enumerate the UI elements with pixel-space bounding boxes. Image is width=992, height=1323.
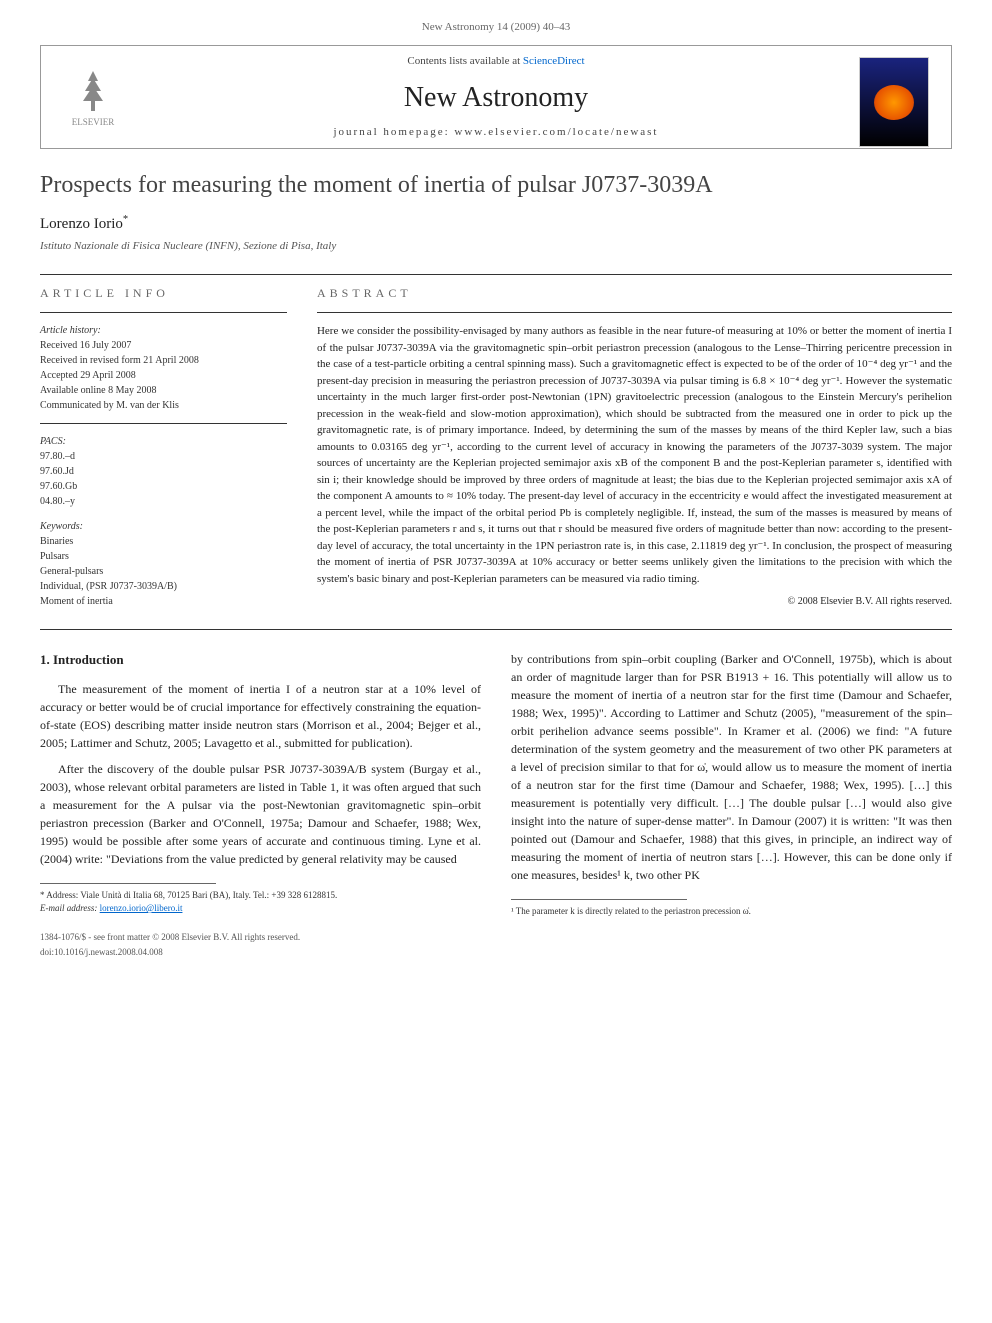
pacs-block: PACS: 97.80.–d 97.60.Jd 97.60.Gb 04.80.–… [40,434,287,509]
abstract-text: Here we consider the possibility-envisag… [317,323,952,587]
article-info-column: ARTICLE INFO Article history: Received 1… [40,285,287,609]
abstract-copyright: © 2008 Elsevier B.V. All rights reserved… [317,595,952,609]
divider [317,312,952,313]
body-paragraph: The measurement of the moment of inertia… [40,680,481,752]
pacs-item: 04.80.–y [40,494,287,509]
journal-title: New Astronomy [133,78,859,117]
divider [40,274,952,275]
history-item: Available online 8 May 2008 [40,383,287,398]
pacs-heading: PACS: [40,434,287,449]
keyword-item: General-pulsars [40,564,287,579]
email-footnote: E-mail address: lorenzo.iorio@libero.it [40,902,481,916]
keywords-block: Keywords: Binaries Pulsars General-pulsa… [40,519,287,609]
divider [40,312,287,313]
email-link[interactable]: lorenzo.iorio@libero.it [100,903,183,913]
history-item: Received 16 July 2007 [40,338,287,353]
history-item: Accepted 29 April 2008 [40,368,287,383]
pacs-item: 97.60.Gb [40,479,287,494]
author-marker: * [123,214,128,225]
sciencedirect-link[interactable]: ScienceDirect [523,55,585,67]
article-title: Prospects for measuring the moment of in… [40,169,952,203]
pacs-item: 97.80.–d [40,449,287,464]
elsevier-tree-icon [73,66,113,116]
body-columns: 1. Introduction The measurement of the m… [40,650,952,960]
running-head: New Astronomy 14 (2009) 40–43 [40,20,952,35]
keyword-item: Individual, (PSR J0737-3039A/B) [40,579,287,594]
contents-line: Contents lists available at ScienceDirec… [133,54,859,69]
footnote-separator [40,883,216,884]
author-name: Lorenzo Iorio* [40,213,952,235]
keywords-heading: Keywords: [40,519,287,534]
keyword-item: Binaries [40,534,287,549]
journal-homepage: journal homepage: www.elsevier.com/locat… [133,125,859,140]
divider [40,423,287,424]
footnote-separator [511,899,687,900]
body-paragraph: After the discovery of the double pulsar… [40,760,481,868]
info-abstract-row: ARTICLE INFO Article history: Received 1… [40,285,952,609]
footnote-1: ¹ The parameter k is directly related to… [511,905,952,919]
corresponding-author-footnote: * Address: Viale Unità di Italia 68, 701… [40,889,481,903]
doi-line: doi:10.1016/j.newast.2008.04.008 [40,946,481,960]
email-label: E-mail address: [40,903,100,913]
issn-line: 1384-1076/$ - see front matter © 2008 El… [40,931,481,945]
body-left-column: 1. Introduction The measurement of the m… [40,650,481,960]
keyword-item: Moment of inertia [40,594,287,609]
history-item: Received in revised form 21 April 2008 [40,353,287,368]
cover-image [859,57,929,147]
abstract-column: ABSTRACT Here we consider the possibilit… [317,285,952,609]
journal-banner: ELSEVIER Contents lists available at Sci… [40,45,952,149]
keyword-item: Pulsars [40,549,287,564]
author-text: Lorenzo Iorio [40,216,123,232]
publisher-name: ELSEVIER [72,116,115,129]
banner-center: Contents lists available at ScienceDirec… [133,54,859,140]
article-history: Article history: Received 16 July 2007 R… [40,323,287,413]
history-item: Communicated by M. van der Klis [40,398,287,413]
history-heading: Article history: [40,323,287,338]
divider [40,629,952,630]
abstract-heading: ABSTRACT [317,285,952,302]
author-affiliation: Istituto Nazionale di Fisica Nucleare (I… [40,239,952,254]
article-info-heading: ARTICLE INFO [40,285,287,302]
section-1-heading: 1. Introduction [40,650,481,670]
contents-prefix: Contents lists available at [407,55,522,67]
publisher-logo: ELSEVIER [53,57,133,137]
journal-cover-thumbnail [859,57,939,137]
pacs-item: 97.60.Jd [40,464,287,479]
body-paragraph: by contributions from spin–orbit couplin… [511,650,952,884]
body-right-column: by contributions from spin–orbit couplin… [511,650,952,960]
